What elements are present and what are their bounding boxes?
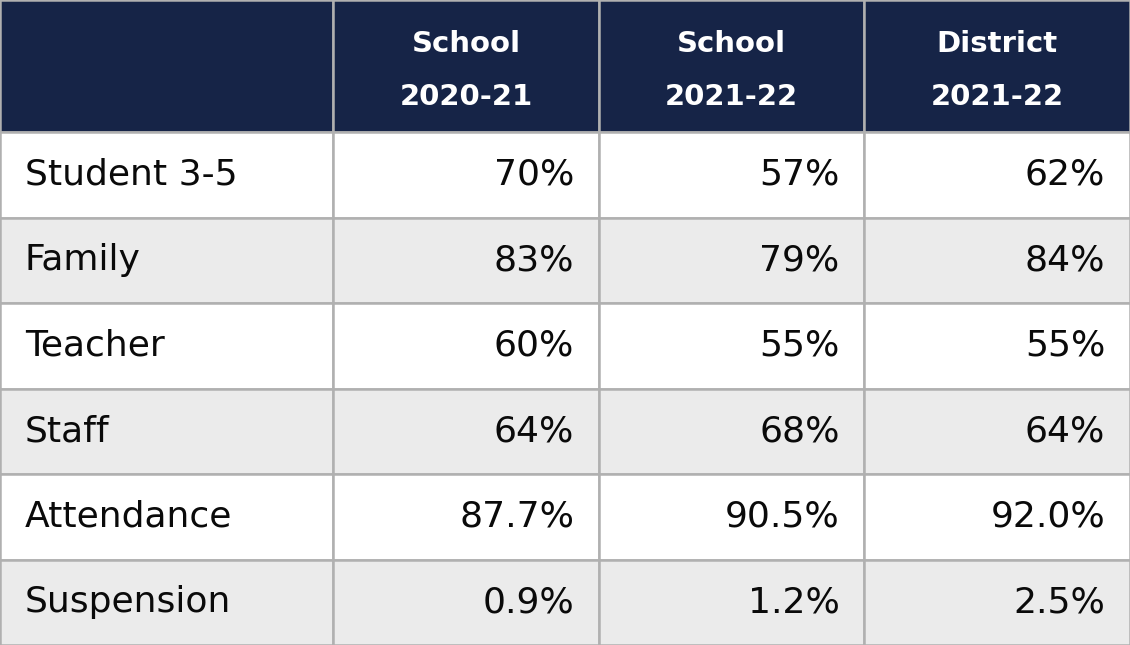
Bar: [0, 474, 333, 559]
Bar: [0, 560, 333, 645]
Bar: [0, 132, 333, 217]
Bar: [599, 132, 864, 217]
Bar: [864, 474, 1130, 559]
Bar: [864, 217, 1130, 303]
Bar: [864, 388, 1130, 474]
Text: 55%: 55%: [1025, 329, 1105, 363]
Text: 0.9%: 0.9%: [483, 585, 574, 619]
Text: 92.0%: 92.0%: [990, 500, 1105, 534]
Bar: [599, 217, 864, 303]
Text: 1.2%: 1.2%: [748, 585, 840, 619]
Text: Attendance: Attendance: [25, 500, 233, 534]
Text: 2020-21: 2020-21: [400, 83, 532, 111]
Text: Student 3-5: Student 3-5: [25, 158, 237, 192]
Text: 83%: 83%: [494, 243, 574, 277]
Text: 2021-22: 2021-22: [931, 83, 1063, 111]
Text: 79%: 79%: [759, 243, 840, 277]
Text: 90.5%: 90.5%: [724, 500, 840, 534]
Bar: [0, 303, 333, 388]
Text: 57%: 57%: [759, 158, 840, 192]
Bar: [0, 217, 333, 303]
Bar: [333, 560, 599, 645]
Bar: [333, 303, 599, 388]
Bar: [0, 0, 333, 132]
Text: 55%: 55%: [759, 329, 840, 363]
Text: 2.5%: 2.5%: [1014, 585, 1105, 619]
Text: 64%: 64%: [494, 414, 574, 448]
Bar: [599, 388, 864, 474]
Bar: [864, 132, 1130, 217]
Text: 84%: 84%: [1025, 243, 1105, 277]
Text: Suspension: Suspension: [25, 585, 232, 619]
Text: 64%: 64%: [1025, 414, 1105, 448]
Bar: [0, 388, 333, 474]
Bar: [599, 0, 864, 132]
Text: Teacher: Teacher: [25, 329, 165, 363]
Bar: [599, 474, 864, 559]
Bar: [599, 560, 864, 645]
Text: 87.7%: 87.7%: [459, 500, 574, 534]
Text: 62%: 62%: [1025, 158, 1105, 192]
Bar: [864, 560, 1130, 645]
Text: 60%: 60%: [494, 329, 574, 363]
Text: 2021-22: 2021-22: [666, 83, 798, 111]
Text: 70%: 70%: [494, 158, 574, 192]
Text: School: School: [411, 30, 521, 58]
Text: 68%: 68%: [759, 414, 840, 448]
Bar: [599, 303, 864, 388]
Bar: [333, 474, 599, 559]
Bar: [333, 132, 599, 217]
Bar: [864, 0, 1130, 132]
Text: District: District: [937, 30, 1058, 58]
Bar: [864, 303, 1130, 388]
Text: School: School: [677, 30, 786, 58]
Bar: [333, 0, 599, 132]
Bar: [333, 388, 599, 474]
Text: Family: Family: [25, 243, 141, 277]
Bar: [333, 217, 599, 303]
Text: Staff: Staff: [25, 414, 110, 448]
